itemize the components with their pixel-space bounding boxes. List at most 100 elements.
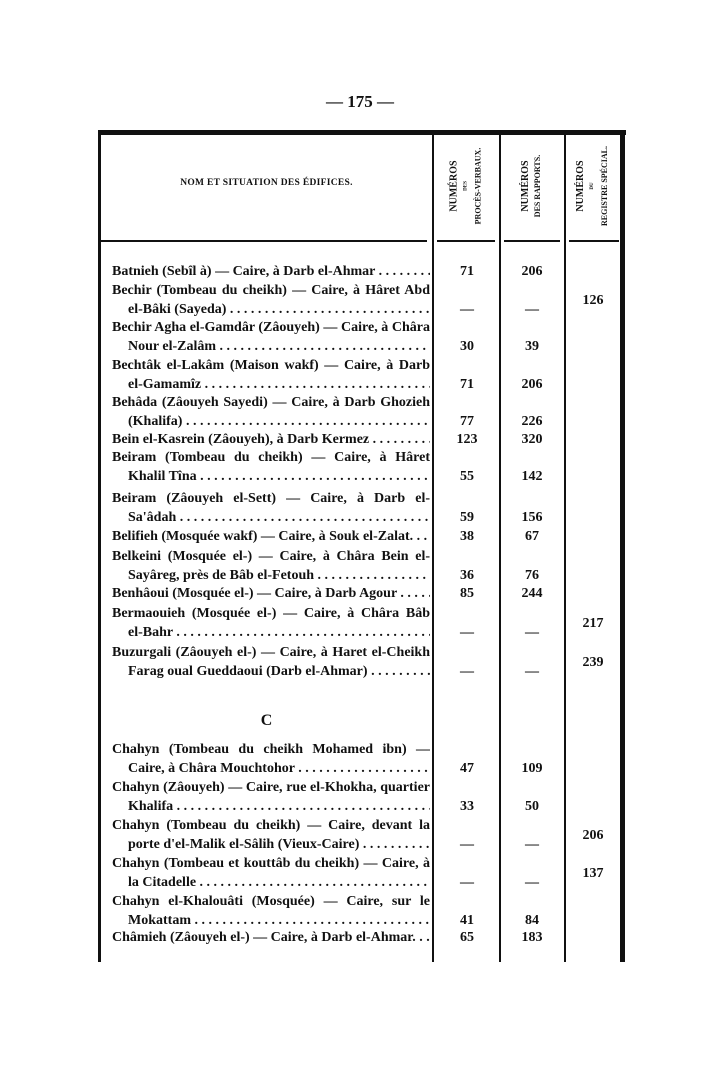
cell-rapports: 39 xyxy=(525,338,539,354)
entry-text: Bermaouieh (Mosquée el-) — Caire, à Châr… xyxy=(112,606,430,621)
cell-proces: 47 xyxy=(460,760,474,776)
page-number: — 175 — xyxy=(326,92,394,111)
column-divider xyxy=(499,130,501,962)
table-row: Bermaouieh (Mosquée el-) — Caire, à Châr… xyxy=(112,605,430,642)
cell-rapports: 50 xyxy=(525,798,539,814)
cell-registre: 126 xyxy=(582,292,604,308)
entry-text: Bechtâk el-Lakâm (Maison wakf) — Caire, … xyxy=(112,358,430,373)
cell-proces: 59 xyxy=(460,509,474,525)
cell-rapports: 109 xyxy=(521,760,543,776)
header-text: DES xyxy=(463,181,469,191)
right-border xyxy=(620,130,625,962)
cell-proces: 65 xyxy=(460,930,474,945)
header-rule xyxy=(101,240,427,242)
entry-text: la Citadelle xyxy=(112,874,430,893)
entry-text: Batnieh (Sebîl à) — Caire, à Darb el-Ahm… xyxy=(112,263,430,282)
cell-proces: 36 xyxy=(460,567,474,583)
left-border xyxy=(98,130,101,962)
entry-text: Behâda (Zâouyeh Sayedi) — Caire, à Darb … xyxy=(112,395,430,410)
entry-text: Khalil Tîna xyxy=(112,468,430,487)
cell-rapports: 84 xyxy=(525,912,539,928)
entry-text: Châmieh (Zâouyeh el-) — Caire, à Darb el… xyxy=(112,929,430,948)
table-row: Chahyn el-Khalouâti (Mosquée) — Caire, s… xyxy=(112,893,430,930)
header-text: REGISTRE SPÉCIAL. xyxy=(600,145,609,227)
cell-rapports: — xyxy=(525,874,539,890)
table-row: Benhâoui (Mosquée el-) — Caire, à Darb A… xyxy=(112,585,430,604)
header-text: NUMÉROS xyxy=(448,160,460,212)
entry-text: Benhâoui (Mosquée el-) — Caire, à Darb A… xyxy=(112,585,430,604)
entry-text: Belifieh (Mosquée wakf) — Caire, à Souk … xyxy=(112,528,430,547)
cell-rapports: 76 xyxy=(525,567,539,583)
entry-text: Buzurgali (Zâouyeh el-) — Caire, à Haret… xyxy=(112,645,430,660)
header-text: DES RAPPORTS. xyxy=(533,154,543,218)
cell-proces: 85 xyxy=(460,586,474,601)
cell-registre: 137 xyxy=(582,865,604,881)
table-row: Belkeini (Mosquée el-) — Caire, à Châra … xyxy=(112,548,430,585)
cell-proces: 41 xyxy=(460,912,474,928)
entry-text: (Khalifa) xyxy=(112,413,430,432)
table-row: Behâda (Zâouyeh Sayedi) — Caire, à Darb … xyxy=(112,394,430,431)
header-text: NUMÉROS xyxy=(575,160,586,212)
cell-rapports: 320 xyxy=(521,432,543,447)
cell-proces: 77 xyxy=(460,413,474,429)
table-row: Beiram (Zâouyeh el-Sett) — Caire, à Darb… xyxy=(112,490,430,527)
table-row: Châmieh (Zâouyeh el-) — Caire, à Darb el… xyxy=(112,929,430,948)
cell-registre: 239 xyxy=(582,654,604,670)
header-name: NOM ET SITUATION DES ÉDIFICES. xyxy=(180,178,353,188)
table-row: Chahyn (Tombeau et kouttâb du cheikh) — … xyxy=(112,855,430,892)
table-row: Buzurgali (Zâouyeh el-) — Caire, à Haret… xyxy=(112,644,430,681)
header-registre: NUMÉROS DU REGISTRE SPÉCIAL. xyxy=(566,136,620,236)
entry-text: Mokattam xyxy=(112,912,430,931)
cell-proces: 30 xyxy=(460,338,474,354)
table-row: Chahyn (Tombeau du cheikh Mohamed ibn) —… xyxy=(112,741,430,778)
column-divider xyxy=(432,130,434,962)
cell-proces: 123 xyxy=(456,432,478,447)
entry-text: porte d'el-Malik el-Sâlih (Vieux-Caire) xyxy=(112,836,430,855)
entry-text: Bein el-Kasrein (Zâouyeh), à Darb Kermez xyxy=(112,431,430,450)
table-row: Bechir (Tombeau du cheikh) — Caire, à Hâ… xyxy=(112,282,430,319)
entry-text: el-Bahr xyxy=(112,624,430,643)
column-divider xyxy=(564,130,566,962)
cell-rapports: 183 xyxy=(521,930,543,945)
cell-rapports: 206 xyxy=(521,264,543,279)
cell-rapports: 67 xyxy=(525,529,539,544)
entry-text: Nour el-Zalâm xyxy=(112,338,430,357)
entry-text: el-Gamamîz xyxy=(112,376,430,395)
cell-rapports: 142 xyxy=(521,468,543,484)
table-row: Chahyn (Zâouyeh) — Caire, rue el-Khokha,… xyxy=(112,779,430,816)
entry-text: Bechir Agha el-Gamdâr (Zâouyeh) — Caire,… xyxy=(112,320,430,335)
header-text: NUMÉROS xyxy=(520,160,532,212)
cell-registre: 217 xyxy=(582,615,604,631)
table-row: Bein el-Kasrein (Zâouyeh), à Darb Kermez xyxy=(112,431,430,450)
table-row: Beiram (Tombeau du cheikh) — Caire, à Hâ… xyxy=(112,449,430,486)
entry-text: Beiram (Tombeau du cheikh) — Caire, à Hâ… xyxy=(112,450,430,465)
cell-proces: — xyxy=(460,663,474,679)
cell-rapports: 156 xyxy=(521,509,543,525)
cell-rapports: — xyxy=(525,624,539,640)
table-row: Bechir Agha el-Gamdâr (Zâouyeh) — Caire,… xyxy=(112,319,430,356)
cell-proces: — xyxy=(460,301,474,317)
top-border xyxy=(98,130,626,135)
table-row: Bechtâk el-Lakâm (Maison wakf) — Caire, … xyxy=(112,357,430,394)
cell-rapports: 226 xyxy=(521,413,543,429)
header-text: PROCÈS-VERBAUX. xyxy=(473,147,483,225)
section-letter: C xyxy=(260,712,273,729)
cell-proces: 71 xyxy=(460,376,474,392)
entry-text: Sayâreg, près de Bâb el-Fetouh xyxy=(112,567,430,586)
entry-text: Farag oual Gueddaoui (Darb el-Ahmar) xyxy=(112,663,430,682)
entry-text: Belkeini (Mosquée el-) — Caire, à Châra … xyxy=(112,549,430,564)
cell-proces: — xyxy=(460,874,474,890)
cell-proces: 38 xyxy=(460,529,474,544)
entry-text: Bechir (Tombeau du cheikh) — Caire, à Hâ… xyxy=(112,283,430,298)
cell-rapports: — xyxy=(525,301,539,317)
header-rule xyxy=(504,240,560,242)
cell-rapports: — xyxy=(525,663,539,679)
cell-rapports: 206 xyxy=(521,376,543,392)
table-row: Batnieh (Sebîl à) — Caire, à Darb el-Ahm… xyxy=(112,263,430,282)
table-row: Chahyn (Tombeau du cheikh) — Caire, deva… xyxy=(112,817,430,854)
cell-proces: 33 xyxy=(460,798,474,814)
entry-text: Sa'âdah xyxy=(112,509,430,528)
header-text: DU xyxy=(590,182,595,190)
header-rule xyxy=(437,240,495,242)
